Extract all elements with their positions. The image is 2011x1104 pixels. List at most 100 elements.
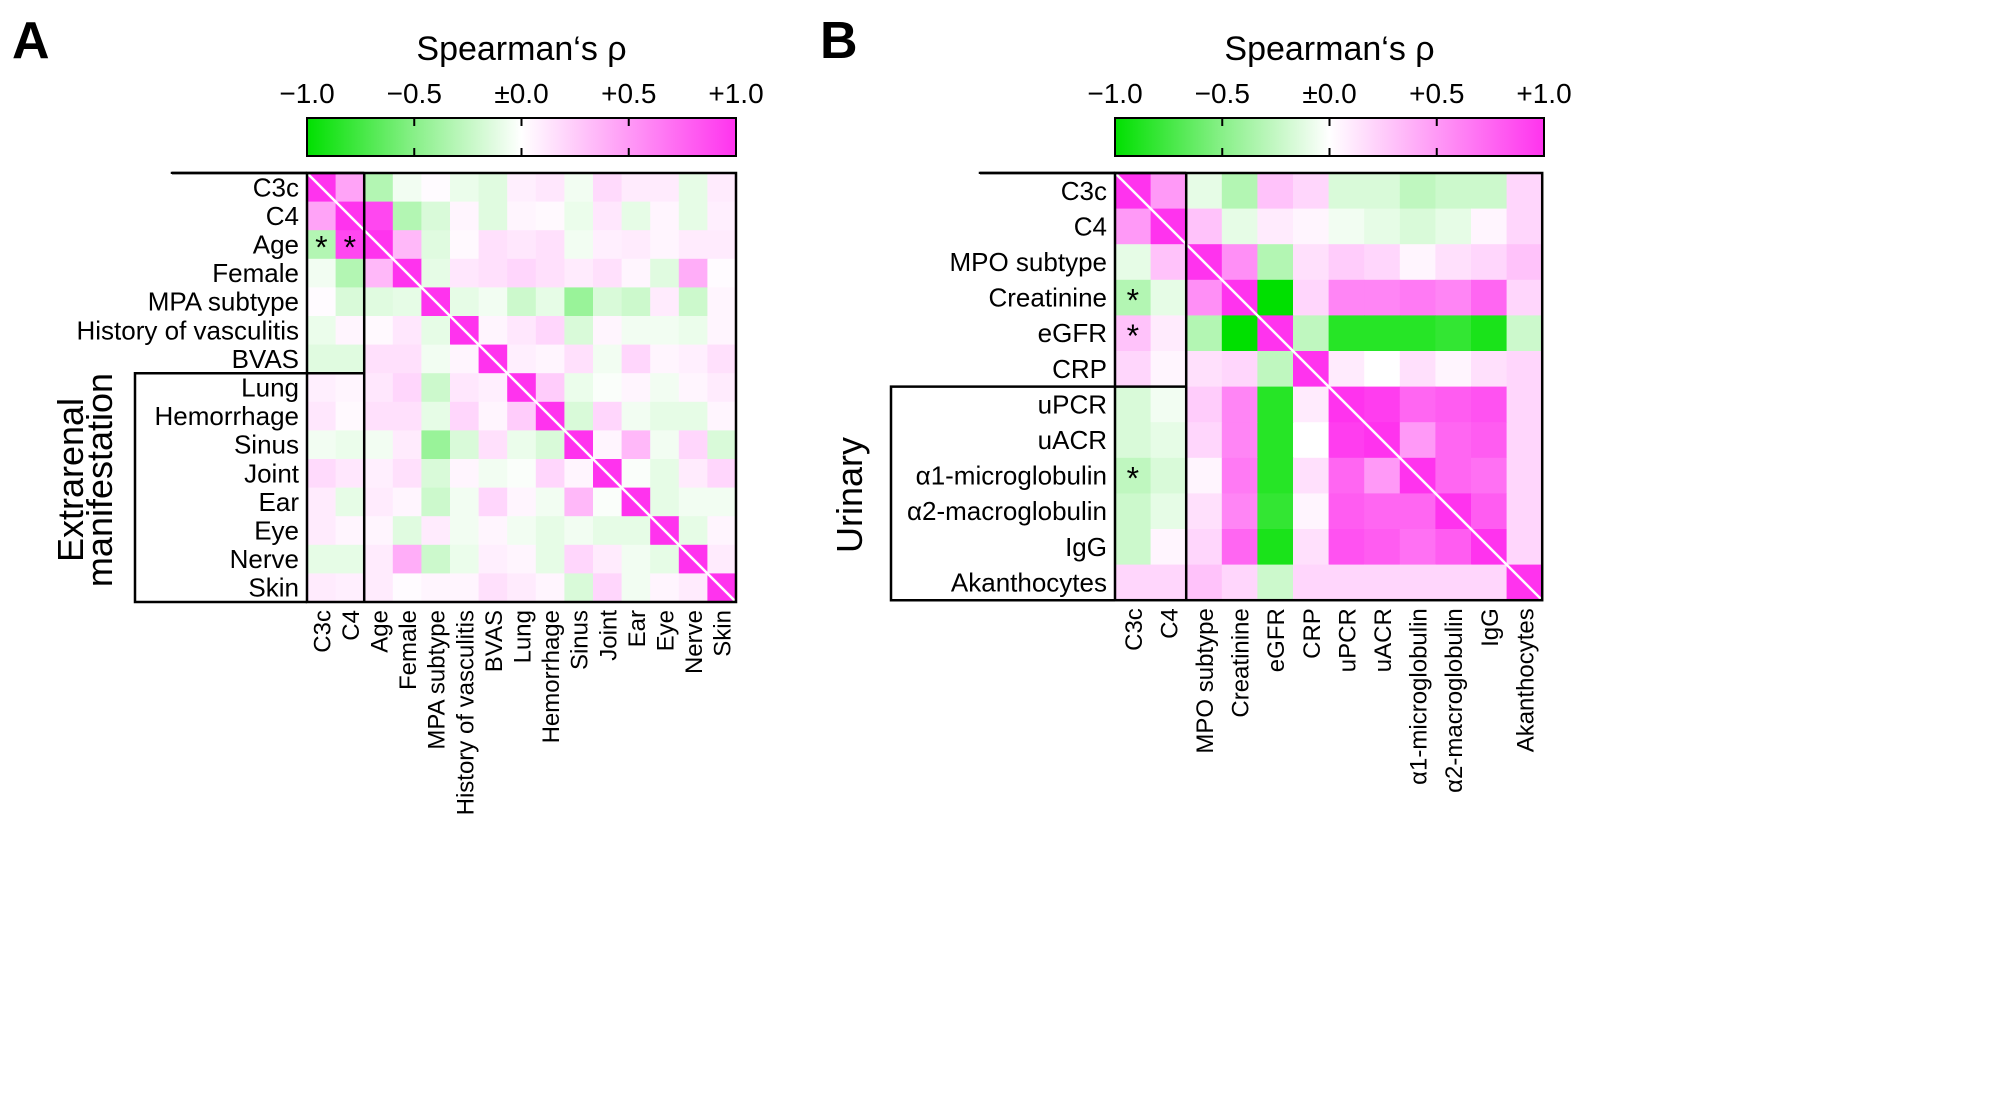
heatmap-cell [307, 344, 337, 374]
heatmap-cell [421, 373, 451, 403]
heatmap-cell [1328, 457, 1365, 494]
heatmap-cell [1186, 529, 1223, 566]
heatmap-cell [1364, 529, 1401, 566]
colorbar-title: Spearman‘s ρ [1224, 30, 1434, 68]
heatmap-cell [421, 401, 451, 431]
heatmap-cell [707, 401, 737, 431]
heatmap-cell [450, 373, 480, 403]
heatmap-cell [650, 573, 680, 603]
heatmap-cell [450, 173, 480, 203]
heatmap-cell [507, 316, 537, 346]
heatmap-cell [1257, 529, 1294, 566]
heatmap-cell [1115, 529, 1152, 566]
heatmap-cell [1471, 173, 1508, 210]
heatmap-cell [1115, 564, 1152, 601]
row-label: BVAS [232, 344, 299, 374]
heatmap-cell [650, 373, 680, 403]
heatmap-cell [364, 487, 394, 517]
heatmap-cell [1471, 422, 1508, 459]
heatmap-cell [1506, 493, 1543, 530]
heatmap-cell [307, 573, 337, 603]
heatmap-cell [1399, 173, 1436, 210]
significance-marker: * [1127, 318, 1139, 354]
column-label: uACR [1370, 608, 1397, 672]
heatmap-cell [1471, 386, 1508, 423]
heatmap-cell [1399, 386, 1436, 423]
heatmap-cell [307, 487, 337, 517]
heatmap-cell [1435, 173, 1472, 210]
heatmap-cell [593, 487, 623, 517]
row-label: eGFR [1038, 318, 1107, 348]
colorbar-tick-label: ±0.0 [494, 78, 548, 109]
heatmap-cell [392, 201, 422, 231]
heatmap-cell [507, 230, 537, 260]
heatmap-cell [1506, 351, 1543, 388]
heatmap-cell [1221, 529, 1258, 566]
column-label: Joint [595, 610, 622, 661]
heatmap-cell [564, 544, 594, 574]
panel-a: A Spearman‘s ρ −1.0 −0.5 ±0.0 +0.5 +1.0 Extrare… [12, 12, 764, 815]
heatmap-cell [621, 544, 651, 574]
heatmap-cell [364, 401, 394, 431]
heatmap-cell [1328, 244, 1365, 281]
heatmap-cell [535, 516, 565, 546]
heatmap-cell [364, 516, 394, 546]
heatmap-cell [307, 401, 337, 431]
heatmap-cell [335, 287, 365, 317]
heatmap-cell [678, 230, 708, 260]
heatmap-cell [535, 487, 565, 517]
heatmap-cell [1328, 351, 1365, 388]
heatmap-cell [1435, 279, 1472, 316]
colorbar-tick-label: −1.0 [1087, 78, 1142, 109]
row-label: Creatinine [988, 283, 1107, 313]
colorbar-tick-label: −0.5 [1195, 78, 1250, 109]
heatmap-cell [507, 201, 537, 231]
heatmap-cell [335, 316, 365, 346]
heatmap-cell [364, 201, 394, 231]
heatmap-cell [678, 516, 708, 546]
heatmap-cell [1293, 529, 1330, 566]
heatmap-cell [1328, 529, 1365, 566]
heatmap-cell [507, 516, 537, 546]
heatmap-cell [1293, 244, 1330, 281]
heatmap-cell [364, 173, 394, 203]
row-label: Eye [254, 516, 299, 546]
heatmap-cell [392, 401, 422, 431]
heatmap-cell [1506, 244, 1543, 281]
heatmap-cell [650, 344, 680, 374]
heatmap-cell [478, 573, 508, 603]
heatmap-cell [421, 459, 451, 489]
heatmap-cell [335, 487, 365, 517]
heatmap-cell [364, 373, 394, 403]
heatmap-cell [1221, 315, 1258, 352]
heatmap-cell [450, 230, 480, 260]
column-label: Sinus [567, 610, 594, 670]
heatmap-cell [1186, 386, 1223, 423]
heatmap-cell [1399, 529, 1436, 566]
heatmap-cell [1257, 244, 1294, 281]
heatmap-cell [364, 316, 394, 346]
heatmap-cell [650, 287, 680, 317]
colorbar-tick-label: ±0.0 [1302, 78, 1356, 109]
heatmap-cell [564, 373, 594, 403]
heatmap-cell [650, 316, 680, 346]
heatmap-cell [364, 459, 394, 489]
heatmap-cell [650, 430, 680, 460]
heatmap-cell [1150, 529, 1187, 566]
heatmap-cell [1115, 386, 1152, 423]
heatmap-cell [1293, 279, 1330, 316]
heatmap-cell [392, 316, 422, 346]
heatmap-cell [335, 230, 365, 260]
heatmap-cell [593, 344, 623, 374]
heatmap-cell [650, 459, 680, 489]
heatmap-cell [421, 516, 451, 546]
heatmap-cell [1364, 386, 1401, 423]
column-label: C4 [338, 610, 365, 641]
heatmap-cell [678, 430, 708, 460]
heatmap-cell [707, 258, 737, 288]
heatmap-cell [1399, 564, 1436, 601]
heatmap-cell [564, 401, 594, 431]
heatmap-cell [1186, 279, 1223, 316]
heatmap-cell [507, 430, 537, 460]
heatmap-cell [707, 201, 737, 231]
